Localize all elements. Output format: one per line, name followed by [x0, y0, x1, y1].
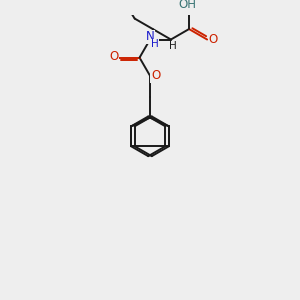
Text: O: O — [151, 69, 160, 82]
Text: O: O — [208, 33, 218, 46]
Text: N: N — [146, 30, 154, 43]
Text: H: H — [169, 41, 177, 51]
Text: OH: OH — [178, 0, 196, 11]
Text: H: H — [151, 39, 159, 49]
Text: O: O — [109, 50, 119, 63]
